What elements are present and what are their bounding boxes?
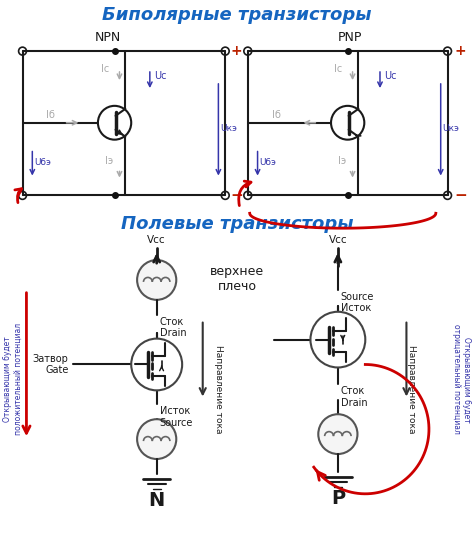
Circle shape <box>137 260 176 300</box>
Text: +: + <box>455 44 466 58</box>
Text: +: + <box>230 44 242 58</box>
Text: Source
Исток: Source Исток <box>341 292 374 313</box>
Text: Iэ: Iэ <box>337 156 346 166</box>
Text: Открывающим будет
отрицательный потенциал: Открывающим будет отрицательный потенциа… <box>452 325 471 434</box>
Text: NPN: NPN <box>95 31 121 44</box>
Circle shape <box>318 414 357 454</box>
Text: Сток
Drain: Сток Drain <box>160 317 186 338</box>
Text: Iб: Iб <box>46 110 55 120</box>
Text: −: − <box>230 188 243 203</box>
Text: Uбэ: Uбэ <box>34 158 51 167</box>
Text: Исток
Source: Исток Source <box>160 406 193 428</box>
Text: Iэ: Iэ <box>105 156 113 166</box>
Text: Биполярные транзисторы: Биполярные транзисторы <box>102 6 372 25</box>
Text: Направление тока: Направление тока <box>407 345 416 434</box>
Text: Uкэ: Uкэ <box>220 124 237 133</box>
Text: Vcc: Vcc <box>328 235 347 245</box>
Circle shape <box>131 338 182 390</box>
Text: N: N <box>148 491 165 510</box>
Text: Uбэ: Uбэ <box>260 158 276 167</box>
Text: Направление тока: Направление тока <box>214 345 223 434</box>
Text: −: − <box>455 188 467 203</box>
Text: Затвор
Gate: Затвор Gate <box>33 354 69 375</box>
Text: Сток
Drain: Сток Drain <box>341 386 367 408</box>
Circle shape <box>137 419 176 459</box>
Text: Открывающим будет
положительный потенциал: Открывающим будет положительный потенциа… <box>3 324 22 435</box>
Text: P: P <box>331 489 345 508</box>
Circle shape <box>310 312 365 367</box>
Text: Uкэ: Uкэ <box>443 124 460 133</box>
Text: Полевые транзисторы: Полевые транзисторы <box>121 215 353 233</box>
Text: верхнее
плечо: верхнее плечо <box>210 265 264 293</box>
Text: Iб: Iб <box>272 110 281 120</box>
Text: Vcc: Vcc <box>147 235 166 245</box>
Text: Uc: Uc <box>154 71 166 81</box>
Text: Uc: Uc <box>384 71 396 81</box>
Text: Ic: Ic <box>334 64 342 74</box>
Text: PNP: PNP <box>337 31 362 44</box>
Text: Ic: Ic <box>100 64 109 74</box>
